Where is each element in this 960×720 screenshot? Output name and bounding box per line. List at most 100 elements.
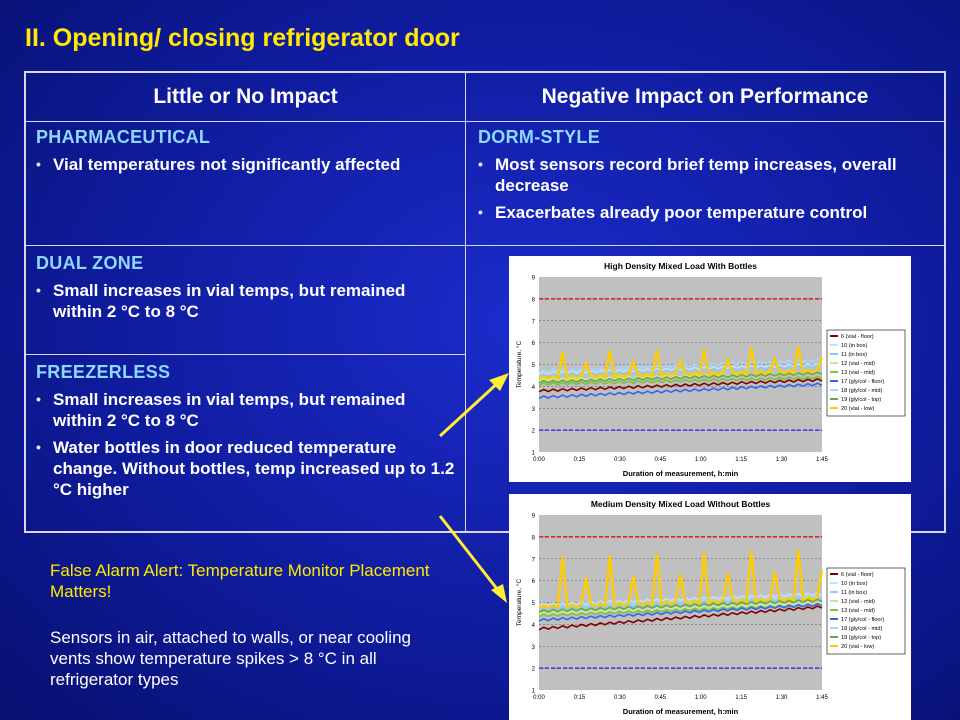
legend-entry: 12 (vial - mid): [841, 599, 875, 605]
bullet-item: Small increases in vial temps, but remai…: [36, 280, 456, 322]
legend-entry: 6 (vial - floor): [841, 572, 874, 578]
x-tick-label: 0:30: [614, 457, 626, 463]
legend-entry: 6 (vial - floor): [841, 334, 874, 340]
x-tick-label: 0:45: [654, 695, 666, 701]
y-tick-label: 4: [532, 623, 536, 629]
legend-entry: 17 (gly/col - floor): [841, 617, 884, 623]
legend-box: [826, 329, 906, 417]
category-dual-zone: DUAL ZONE: [36, 253, 144, 273]
row-divider-1: [26, 245, 465, 246]
x-tick-label: 1:45: [816, 695, 828, 701]
y-tick-label: 1: [532, 451, 536, 457]
x-tick-label: 1:30: [776, 457, 788, 463]
false-alarm-alert: False Alarm Alert: Temperature Monitor P…: [50, 561, 430, 601]
legend-entry: 17 (gly/col - floor): [841, 379, 884, 385]
x-tick-label: 0:00: [533, 695, 545, 701]
x-tick-label: 1:00: [695, 695, 707, 701]
y-axis-label: Temperature, °C: [515, 341, 523, 389]
legend-entry: 19 (gly/col - top): [841, 635, 881, 641]
y-tick-label: 5: [532, 363, 536, 369]
x-axis-label: Duration of measurement, h:min: [623, 707, 739, 716]
x-tick-label: 1:45: [816, 457, 828, 463]
y-tick-label: 3: [532, 645, 536, 651]
x-axis-label: Duration of measurement, h:min: [623, 469, 739, 478]
x-tick-label: 0:15: [574, 457, 586, 463]
bullet-item: Water bottles in door reduced temperatur…: [36, 437, 456, 500]
y-tick-label: 8: [532, 297, 536, 303]
y-tick-label: 8: [532, 535, 536, 541]
legend-entry: 13 (vial - mid): [841, 608, 875, 614]
y-tick-label: 7: [532, 557, 536, 563]
chart-title: Medium Density Mixed Load Without Bottle…: [591, 499, 771, 509]
legend-entry: 20 (vial - low): [841, 644, 874, 650]
y-tick-label: 7: [532, 319, 536, 325]
bullet-item: Vial temperatures not significantly affe…: [36, 154, 456, 175]
series-line: [538, 598, 823, 614]
series-line: [538, 600, 823, 616]
legend-entry: 18 (gly/col - mid): [841, 388, 882, 394]
y-tick-label: 2: [532, 667, 536, 673]
y-tick-label: 2: [532, 429, 536, 435]
y-tick-label: 3: [532, 407, 536, 413]
row-divider-2: [26, 354, 465, 355]
x-tick-label: 0:30: [614, 695, 626, 701]
category-freezerless: FREEZERLESS: [36, 362, 171, 382]
y-tick-label: 4: [532, 385, 536, 391]
y-tick-label: 6: [532, 579, 536, 585]
y-tick-label: 9: [532, 514, 536, 520]
legend-entry: 10 (in box): [841, 343, 868, 349]
x-tick-label: 1:15: [735, 695, 747, 701]
slide-title: II. Opening/ closing refrigerator door: [25, 24, 460, 52]
legend-entry: 11 (in box): [841, 590, 867, 596]
x-tick-label: 1:30: [776, 695, 788, 701]
bullet-item: Exacerbates already poor temperature con…: [478, 202, 933, 223]
x-tick-label: 0:45: [654, 457, 666, 463]
bullet-item: Most sensors record brief temp increases…: [478, 154, 933, 196]
row-divider-right: [466, 245, 944, 246]
series-line: [538, 346, 824, 381]
bullet-item: Small increases in vial temps, but remai…: [36, 389, 456, 431]
x-tick-label: 1:00: [695, 457, 707, 463]
x-tick-label: 0:15: [574, 695, 586, 701]
legend-entry: 11 (in box): [841, 352, 867, 358]
chart-medium-density: Medium Density Mixed Load Without Bottle…: [509, 494, 911, 720]
x-tick-label: 0:00: [533, 457, 545, 463]
y-tick-label: 6: [532, 341, 536, 347]
chart-high-density: High Density Mixed Load With Bottles 1 2 3 4…: [509, 256, 911, 482]
comparison-table: Little or No Impact Negative Impact on P…: [24, 71, 946, 533]
legend-entry: 10 (in box): [841, 581, 868, 587]
legend-entry: 13 (vial - mid): [841, 370, 875, 376]
series-line: [538, 591, 823, 607]
category-dorm-style: DORM-STYLE: [478, 127, 600, 147]
legend-entry: 20 (vial - low): [841, 406, 874, 412]
y-tick-label: 5: [532, 601, 536, 607]
header-divider: [26, 121, 944, 122]
series-line: [538, 602, 823, 622]
series-line: [538, 594, 823, 609]
cell-dorm-style: DORM-STYLE Most sensors record brief tem…: [478, 127, 933, 223]
series-line: [538, 549, 824, 610]
series-line: [538, 382, 823, 400]
legend-box: [826, 567, 906, 655]
y-tick-label: 1: [532, 689, 536, 695]
y-axis-label: Temperature, °C: [515, 579, 523, 627]
header-little-impact: Little or No Impact: [153, 85, 338, 108]
arrow-head-bottom: [491, 584, 507, 603]
y-tick-label: 9: [532, 276, 536, 282]
series-line: [538, 378, 823, 393]
column-divider: [465, 73, 466, 531]
series-line: [538, 596, 823, 611]
cell-pharmaceutical: PHARMACEUTICAL Vial temperatures not sig…: [36, 127, 456, 175]
series-line: [538, 362, 823, 376]
category-pharmaceutical: PHARMACEUTICAL: [36, 127, 211, 147]
legend-entry: 18 (gly/col - mid): [841, 626, 882, 632]
series-line: [538, 358, 823, 373]
series-line: [538, 371, 823, 384]
series-line: [538, 605, 823, 631]
series-line: [538, 364, 823, 378]
x-tick-label: 1:15: [735, 457, 747, 463]
cell-dual-zone: DUAL ZONE Small increases in vial temps,…: [36, 253, 456, 322]
series-line: [538, 375, 823, 387]
sensor-placement-note: Sensors in air, attached to walls, or ne…: [50, 628, 411, 689]
chart-title: High Density Mixed Load With Bottles: [604, 261, 757, 271]
